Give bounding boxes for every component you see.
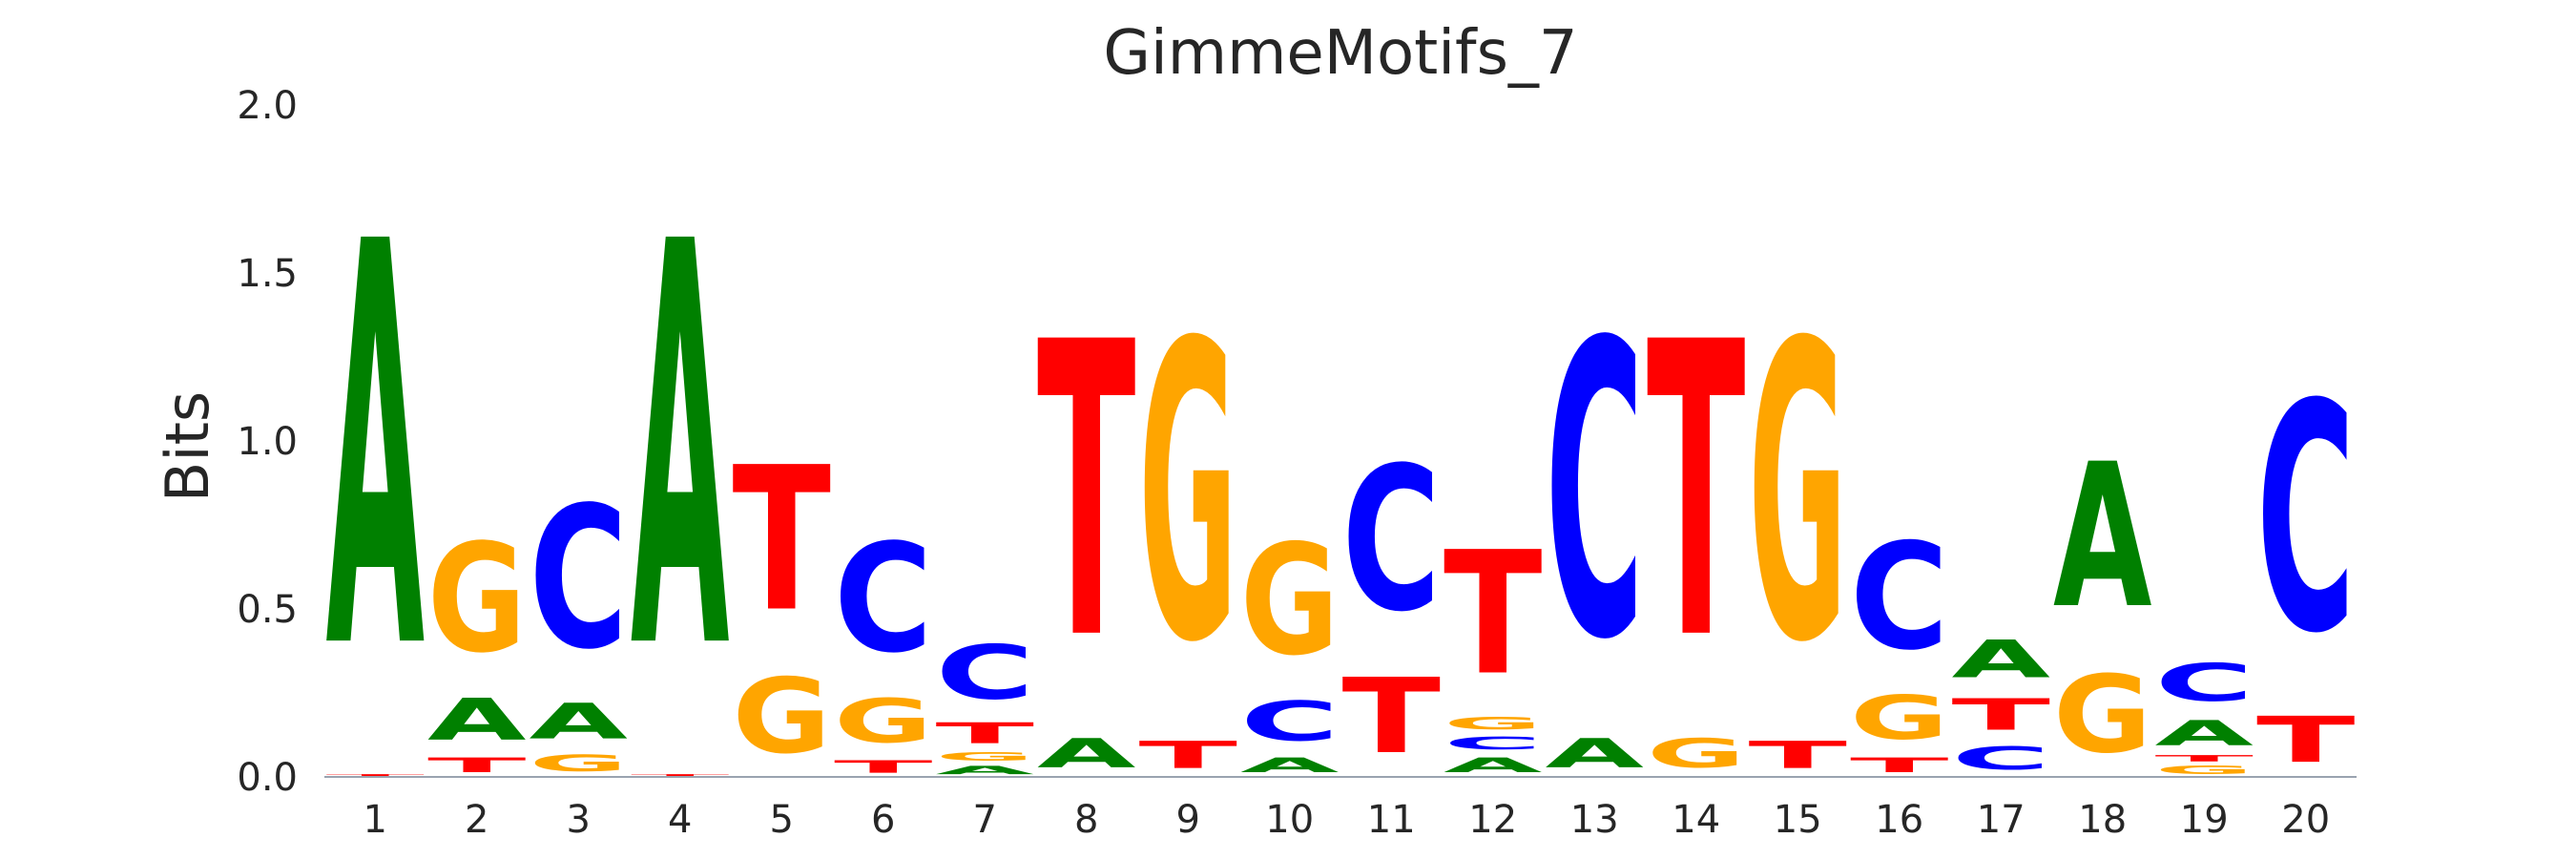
logo-letter-a: A [2155,714,2254,754]
logo-letter-t: T [834,757,933,777]
x-tick-label: 6 [871,798,895,842]
logo-letter-g: G [1139,259,1237,732]
x-tick-label: 15 [1774,798,1822,842]
logo-letter-c: C [1342,424,1441,655]
x-tick-label: 20 [2281,798,2330,842]
x-tick-label: 3 [567,798,591,842]
x-tick-label: 5 [770,798,794,842]
logo-letter-g: G [1240,513,1339,689]
logo-letter-g: G [2053,654,2151,777]
chart-title: GimmeMotifs_7 [1103,18,1577,89]
x-tick-label: 8 [1074,798,1098,842]
x-tick-label: 14 [1672,798,1720,842]
logo-letter-g: G [2155,764,2254,777]
x-tick-label: 10 [1265,798,1314,842]
x-tick-label: 18 [2078,798,2127,842]
logo-letter-c: C [2155,653,2254,713]
logo-letter-t: T [2155,753,2254,763]
logo-letter-t: T [1444,515,1543,712]
logo-letter-g: G [530,750,628,777]
x-tick-label: 13 [1570,798,1619,842]
y-tick-label: 2.0 [237,84,298,128]
logo-letter-t: T [733,424,831,655]
logo-letter-c: C [1240,690,1339,753]
x-tick-label: 11 [1367,798,1416,842]
logo-letter-g: G [427,512,526,686]
logo-letter-t: T [1342,658,1442,778]
x-axis-ticks: 1 2 3 4 5 6 7 8 9 10 11 12 13 14 15 16 17 18 19 20 [364,798,2331,842]
y-tick-label: 0.0 [237,756,298,800]
logo-letter-t: T [936,717,1035,750]
logo-letter-g: G [834,686,932,757]
x-tick-label: 16 [1875,798,1923,842]
logo-letter-c: C [1850,512,1949,682]
logo-letter-t: T [1139,734,1237,778]
logo-letter-c: C [530,466,628,693]
logo-letter-a: A [1444,753,1542,777]
logo-letter-a: A [1037,730,1136,777]
logo-letter-g: G [1749,259,1847,732]
logo-letter-a: A [1952,630,2051,690]
logo-letter-g: G [936,750,1034,764]
logo-letter-a: A [427,687,526,754]
logo-letter-g: G [1444,713,1542,733]
x-tick-label: 12 [1468,798,1517,842]
x-tick-label: 1 [364,798,387,842]
logo-letter-c: C [936,629,1034,716]
logo-letter-t: T [1647,258,1746,729]
logo-letter-a: A [2053,423,2151,653]
y-axis-label: Bits [153,391,222,502]
logo-letter-a: A [530,693,628,750]
logo-letter-a: A [936,764,1034,777]
y-tick-label: 1.5 [237,252,298,296]
logo-letter-a: A [1240,753,1339,777]
logo-letter-g: G [733,657,831,777]
logo-letter-t: T [427,753,527,777]
logo-letter-t: T [1850,753,1949,777]
logo-letter-c: C [1444,733,1542,753]
logo-letter-t: T [1952,690,2050,740]
logo-letter-t: T [631,774,730,778]
logo-letter-a: A [326,128,426,772]
x-tick-label: 7 [973,798,997,842]
logo-letter-t: T [326,774,426,778]
logo-letter-t: T [1749,734,1847,778]
logo-letter-t: T [2256,702,2356,776]
y-axis-ticks: 0.0 0.5 1.0 1.5 2.0 [237,84,298,800]
y-tick-label: 1.0 [237,420,298,464]
logo-letter-c: C [834,513,932,687]
x-tick-label: 9 [1176,798,1200,842]
y-tick-label: 0.5 [237,588,298,632]
x-tick-label: 2 [465,798,488,842]
logo-letter-g: G [1647,730,1745,777]
logo-letter-c: C [1546,258,1644,729]
logo-letter-a: A [1546,730,1645,777]
logo-letter-c: C [2256,338,2356,702]
x-tick-label: 17 [1977,798,2025,842]
logo-letter-a: A [631,128,730,772]
x-tick-label: 19 [2180,798,2229,842]
logo-letter-c: C [1952,741,2050,777]
x-tick-label: 4 [668,798,692,842]
logo-letter-g: G [1850,682,1948,753]
logo-letter-t: T [1037,258,1136,729]
